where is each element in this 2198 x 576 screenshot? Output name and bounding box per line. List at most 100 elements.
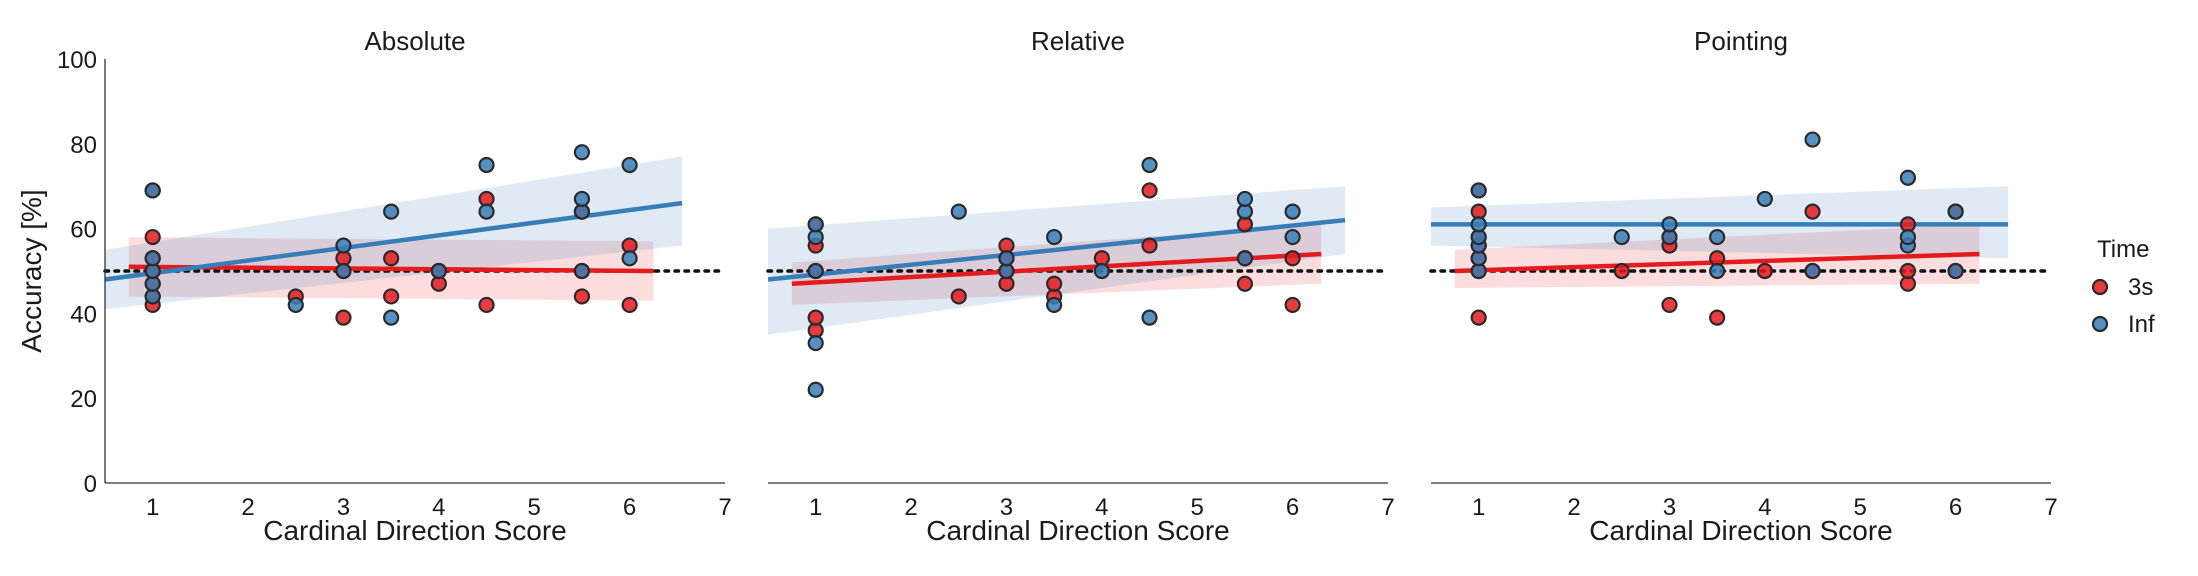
point-inf xyxy=(1756,190,1773,208)
point-3s xyxy=(1613,262,1630,280)
point-3s xyxy=(144,228,161,246)
point-inf xyxy=(1470,182,1487,199)
point-inf xyxy=(950,203,967,220)
x-tick-label: 3 xyxy=(1663,494,1676,521)
point-inf xyxy=(573,190,591,208)
panel-title: Relative xyxy=(1031,26,1125,56)
point-inf xyxy=(1141,309,1158,326)
legend: Time 3s Inf xyxy=(2091,236,2155,338)
point-inf xyxy=(1093,262,1110,280)
point-inf xyxy=(1236,250,1254,267)
point-inf xyxy=(287,296,304,314)
point-3s xyxy=(383,250,400,267)
point-inf xyxy=(621,156,638,174)
point-inf xyxy=(1804,262,1821,280)
point-inf xyxy=(335,262,352,280)
x-tick-label: 4 xyxy=(1095,494,1108,521)
point-inf xyxy=(807,216,824,233)
point-inf xyxy=(1470,216,1487,233)
point-inf xyxy=(1947,262,1964,280)
point-inf xyxy=(807,381,824,398)
point-inf xyxy=(1236,190,1254,208)
x-tick-label: 4 xyxy=(432,494,445,521)
y-tick-label: 20 xyxy=(70,386,97,413)
point-inf xyxy=(998,250,1015,267)
x-axis-label: Cardinal Direction Score xyxy=(1589,515,1892,546)
point-inf xyxy=(1709,262,1726,280)
point-3s xyxy=(1899,262,1917,280)
legend-marker-inf xyxy=(2091,315,2109,333)
point-3s xyxy=(1661,296,1678,314)
point-inf xyxy=(807,262,824,280)
point-3s xyxy=(335,309,352,326)
point-inf xyxy=(144,250,161,267)
y-axis-label: Accuracy [%] xyxy=(16,189,47,352)
point-3s xyxy=(1141,182,1158,199)
y-tick-label: 60 xyxy=(70,217,97,244)
point-3s xyxy=(621,296,638,314)
point-3s xyxy=(1709,309,1726,326)
legend-marker-3s xyxy=(2091,278,2109,296)
point-inf xyxy=(383,309,400,326)
ci-band-3s xyxy=(791,224,1322,305)
panel-pointing: Pointing 1 2 3 4 5 6 7 Cardinal Direction Score xyxy=(1429,26,2058,546)
fit-line-3s xyxy=(128,264,654,274)
point-inf xyxy=(1613,228,1630,246)
legend-label: 3s xyxy=(2128,274,2153,301)
ci-band-inf xyxy=(768,186,1346,335)
panel-absolute: Absolute 1 2 3 4 5 6 7 Cardinal Direction Score 0… xyxy=(16,26,732,546)
point-inf xyxy=(1284,203,1301,220)
x-tick-label: 7 xyxy=(1381,494,1394,521)
point-3s xyxy=(1284,296,1301,314)
point-inf xyxy=(1141,156,1158,174)
x-tick-label: 7 xyxy=(718,494,731,521)
point-inf xyxy=(1046,228,1063,246)
y-tick-label: 100 xyxy=(57,47,97,74)
x-tick-label: 6 xyxy=(1286,494,1299,521)
point-3s xyxy=(383,288,400,305)
x-tick-label: 6 xyxy=(1949,494,1962,521)
x-tick-label: 3 xyxy=(337,494,350,521)
point-3s xyxy=(1470,309,1487,326)
point-inf xyxy=(1899,228,1917,246)
x-tick-label: 1 xyxy=(1472,494,1485,521)
point-inf xyxy=(807,334,824,352)
x-tick-label: 2 xyxy=(241,494,254,521)
point-inf xyxy=(1947,203,1964,220)
point-inf xyxy=(621,250,638,267)
point-inf xyxy=(478,156,495,174)
point-3s xyxy=(1284,250,1301,267)
x-tick-label: 1 xyxy=(146,494,159,521)
x-tick-label: 2 xyxy=(1567,494,1580,521)
y-tick-label: 40 xyxy=(70,301,97,328)
point-inf xyxy=(1284,228,1301,246)
panel-relative: Relative 1 2 3 4 5 6 7 Cardinal Direction Score xyxy=(766,26,1395,546)
point-inf xyxy=(478,203,495,220)
panel-title: Pointing xyxy=(1694,26,1788,56)
x-tick-label: 1 xyxy=(809,494,822,521)
x-tick-label: 4 xyxy=(1758,494,1771,521)
point-inf xyxy=(1661,216,1678,233)
legend-label: Inf xyxy=(2128,311,2155,338)
point-inf xyxy=(573,144,591,161)
point-3s xyxy=(1046,275,1063,292)
point-inf xyxy=(335,237,352,254)
x-tick-label: 5 xyxy=(1191,494,1204,521)
x-tick-label: 7 xyxy=(2044,494,2057,521)
point-3s xyxy=(1141,237,1158,254)
y-tick-label: 0 xyxy=(84,471,97,498)
point-inf xyxy=(1804,131,1821,148)
x-axis-label: Cardinal Direction Score xyxy=(263,515,566,546)
point-inf xyxy=(1899,169,1917,186)
point-3s xyxy=(478,296,495,314)
point-3s xyxy=(1756,262,1773,280)
x-tick-label: 3 xyxy=(1000,494,1013,521)
point-inf xyxy=(573,262,591,280)
point-inf xyxy=(383,203,400,220)
panel-title: Absolute xyxy=(364,26,465,56)
fit-line-3s xyxy=(791,251,1322,286)
legend-title: Time xyxy=(2097,236,2149,263)
x-tick-label: 5 xyxy=(1854,494,1867,521)
